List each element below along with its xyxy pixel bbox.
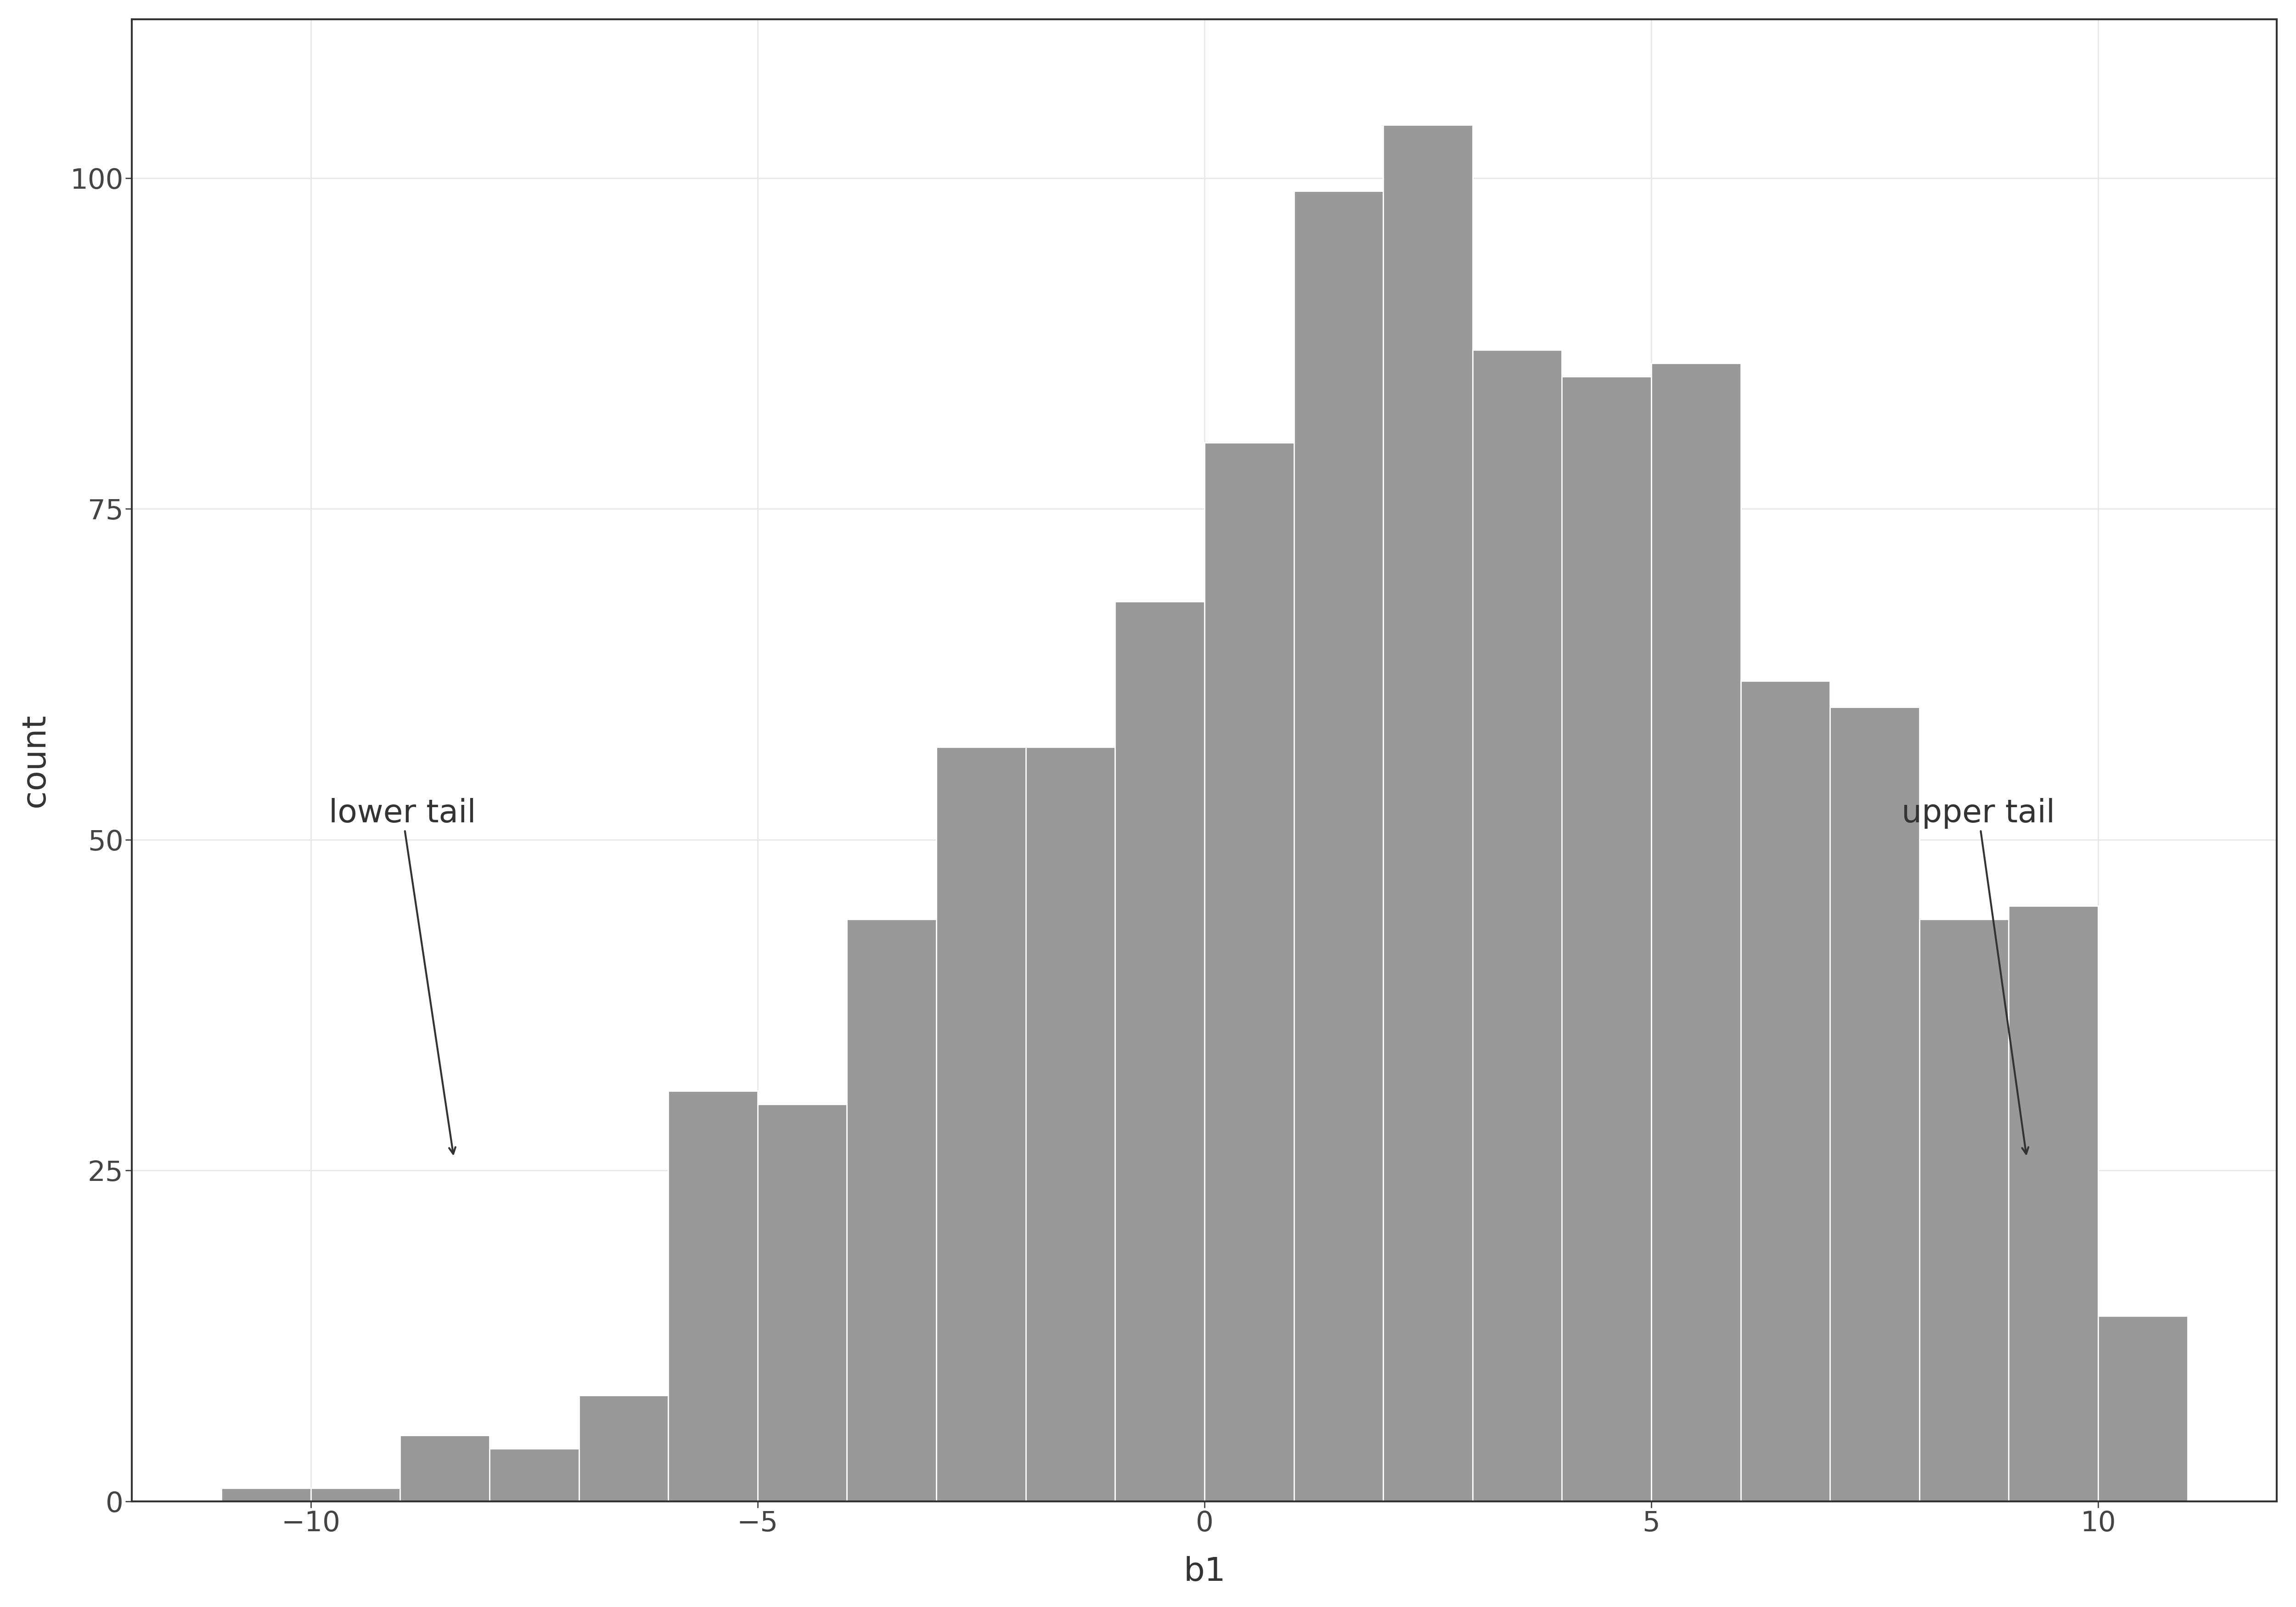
Bar (579, 1395, 668, 1501)
Bar (1919, 919, 2009, 1501)
Bar (937, 747, 1026, 1501)
Text: lower tail: lower tail (328, 797, 475, 1154)
X-axis label: b1: b1 (1182, 1556, 1226, 1588)
Bar (1382, 125, 1472, 1501)
Bar (668, 1091, 758, 1501)
Bar (1830, 707, 1919, 1501)
Bar (489, 1448, 579, 1501)
Bar (1472, 350, 1561, 1501)
Bar (1740, 681, 1830, 1501)
Bar (1205, 442, 1295, 1501)
Bar (758, 1104, 847, 1501)
Bar (1561, 376, 1651, 1501)
Bar (220, 1488, 310, 1501)
Text: upper tail: upper tail (1901, 797, 2055, 1154)
Bar (1116, 601, 1205, 1501)
Bar (2009, 906, 2099, 1501)
Bar (847, 919, 937, 1501)
Bar (1026, 747, 1116, 1501)
Bar (2099, 1316, 2188, 1501)
Bar (1651, 363, 1740, 1501)
Bar (310, 1488, 400, 1501)
Bar (1295, 191, 1382, 1501)
Y-axis label: count: count (18, 714, 51, 807)
Bar (400, 1435, 489, 1501)
